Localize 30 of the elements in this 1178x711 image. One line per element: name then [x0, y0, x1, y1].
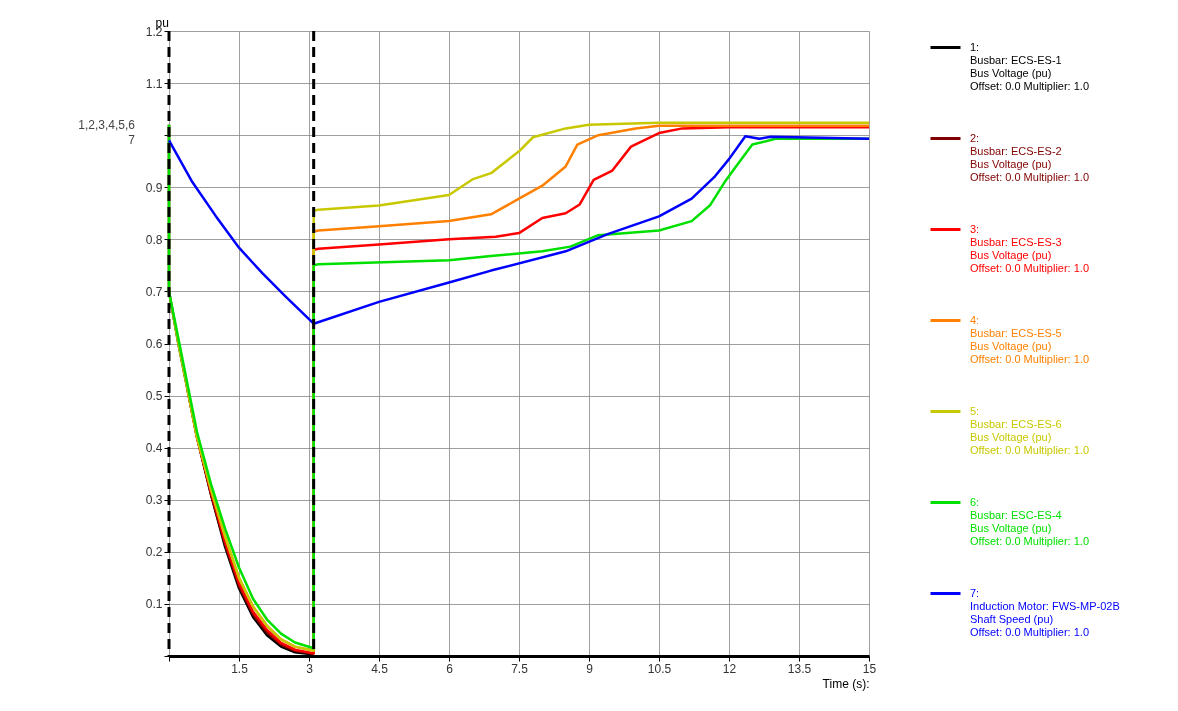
y-tick-label: 0.7 — [145, 284, 163, 299]
annotation: 1,2,3,4,5,6 — [78, 117, 136, 132]
x-tick-label: 15 — [862, 661, 877, 676]
x-tick-label: 7.5 — [511, 661, 529, 676]
legend-label: 1: Busbar: ECS-ES-1 Bus Voltage (pu) Offset: 0.0 Multiplier: 1.0 — [970, 40, 1090, 92]
y-tick-label: 0.8 — [145, 232, 163, 247]
y-tick-label: 0.2 — [145, 545, 163, 560]
x-tick-label: 12 — [722, 661, 737, 676]
legend-label: 6: Busbar: ESC-ES-4 Bus Voltage (pu) Offset: 0.0 Multiplier: 1.0 — [970, 495, 1090, 547]
y-tick-label: 0.9 — [145, 180, 163, 195]
legend-label: 4: Busbar: ECS-ES-5 Bus Voltage (pu) Offset: 0.0 Multiplier: 1.0 — [970, 313, 1090, 365]
x-tick-label: 6 — [446, 661, 454, 676]
y-tick-label: 1.1 — [145, 76, 163, 91]
y-tick-label: 0.1 — [145, 597, 163, 612]
legend-label: 7: Induction Motor: FWS-MP-02B Shaft Speed (pu) Offset: 0.0 Multiplier: 1.0 — [970, 586, 1120, 638]
x-tick-label: 10.5 — [647, 661, 672, 676]
legend-label: 5: Busbar: ECS-ES-6 Bus Voltage (pu) Offset: 0.0 Multiplier: 1.0 — [970, 404, 1090, 456]
x-tick-label: 3 — [306, 661, 314, 676]
x-tick-label: 4.5 — [371, 661, 389, 676]
legend-label: 2: Busbar: ECS-ES-2 Bus Voltage (pu) Offset: 0.0 Multiplier: 1.0 — [970, 131, 1090, 183]
y-tick-label: 0.3 — [145, 493, 163, 508]
annotation: 7 — [128, 133, 136, 148]
x-axis-title: Time (s): — [822, 676, 870, 691]
y-tick-label: 0.5 — [145, 389, 163, 404]
x-tick-label: 9 — [586, 661, 594, 676]
legend-label: 3: Busbar: ECS-ES-3 Bus Voltage (pu) Offset: 0.0 Multiplier: 1.0 — [970, 222, 1090, 274]
y-tick-label: 0.6 — [145, 337, 163, 351]
x-tick-label: 1.5 — [231, 661, 249, 676]
x-tick-label: 13.5 — [787, 661, 812, 676]
y-tick-label: 0.4 — [145, 441, 163, 456]
